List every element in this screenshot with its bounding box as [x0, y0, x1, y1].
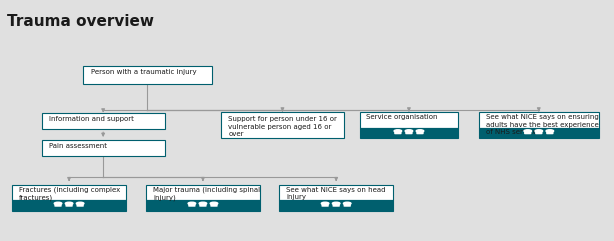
- Text: Major trauma (including spinal
injury): Major trauma (including spinal injury): [153, 187, 260, 201]
- Text: See what NICE says on ensuring
adults have the best experience
of NHS services: See what NICE says on ensuring adults ha…: [486, 114, 599, 135]
- FancyBboxPatch shape: [77, 203, 84, 207]
- Text: See what NICE says on head
injury: See what NICE says on head injury: [286, 187, 386, 200]
- Text: Fractures (including complex
fractures): Fractures (including complex fractures): [19, 187, 120, 201]
- FancyBboxPatch shape: [221, 112, 344, 138]
- FancyBboxPatch shape: [479, 128, 599, 138]
- Circle shape: [210, 202, 218, 205]
- FancyBboxPatch shape: [55, 203, 61, 207]
- Circle shape: [546, 130, 554, 132]
- FancyBboxPatch shape: [524, 131, 531, 134]
- FancyBboxPatch shape: [394, 131, 402, 134]
- Circle shape: [416, 130, 424, 132]
- FancyBboxPatch shape: [83, 66, 212, 84]
- FancyBboxPatch shape: [416, 131, 424, 134]
- Circle shape: [321, 202, 329, 205]
- FancyBboxPatch shape: [546, 131, 553, 134]
- FancyBboxPatch shape: [188, 203, 195, 207]
- FancyBboxPatch shape: [12, 185, 126, 200]
- FancyBboxPatch shape: [146, 200, 260, 211]
- FancyBboxPatch shape: [360, 128, 458, 138]
- Circle shape: [394, 130, 402, 132]
- Circle shape: [332, 202, 340, 205]
- Text: Support for person under 16 or
vulnerable person aged 16 or
over: Support for person under 16 or vulnerabl…: [228, 116, 337, 137]
- FancyBboxPatch shape: [360, 112, 458, 128]
- Circle shape: [405, 130, 413, 132]
- FancyBboxPatch shape: [200, 203, 206, 207]
- Circle shape: [199, 202, 207, 205]
- Circle shape: [524, 130, 532, 132]
- FancyBboxPatch shape: [42, 140, 165, 156]
- FancyBboxPatch shape: [322, 203, 328, 207]
- Text: Information and support: Information and support: [49, 116, 134, 122]
- Circle shape: [188, 202, 196, 205]
- Text: Pain assessment: Pain assessment: [49, 143, 107, 149]
- Circle shape: [65, 202, 73, 205]
- Circle shape: [76, 202, 84, 205]
- FancyBboxPatch shape: [146, 185, 260, 200]
- Circle shape: [343, 202, 351, 205]
- FancyBboxPatch shape: [211, 203, 217, 207]
- Circle shape: [54, 202, 62, 205]
- FancyBboxPatch shape: [333, 203, 340, 207]
- FancyBboxPatch shape: [279, 185, 393, 200]
- Text: Service organisation: Service organisation: [366, 114, 437, 120]
- FancyBboxPatch shape: [42, 113, 165, 129]
- FancyBboxPatch shape: [66, 203, 72, 207]
- Circle shape: [535, 130, 543, 132]
- Text: Trauma overview: Trauma overview: [7, 14, 154, 29]
- FancyBboxPatch shape: [479, 112, 599, 128]
- FancyBboxPatch shape: [279, 200, 393, 211]
- FancyBboxPatch shape: [535, 131, 542, 134]
- FancyBboxPatch shape: [12, 200, 126, 211]
- FancyBboxPatch shape: [344, 203, 351, 207]
- FancyBboxPatch shape: [405, 131, 413, 134]
- Text: Person with a traumatic injury: Person with a traumatic injury: [91, 69, 196, 75]
